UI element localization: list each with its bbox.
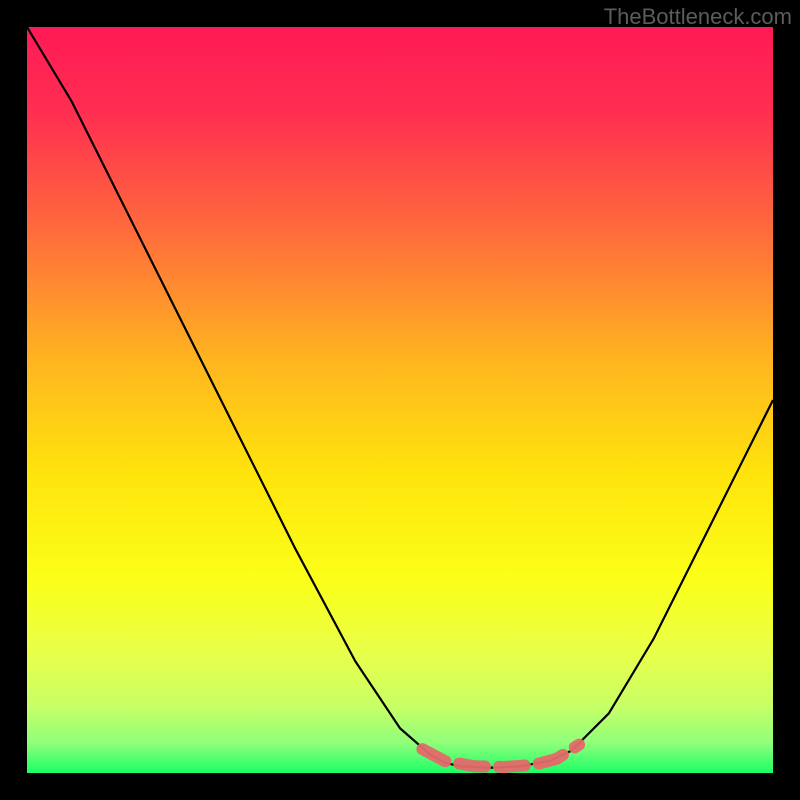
plot-area bbox=[27, 27, 773, 773]
bottleneck-curve bbox=[27, 27, 773, 768]
chart-frame: TheBottleneck.com bbox=[0, 0, 800, 800]
highlight-band bbox=[422, 745, 579, 767]
attribution-text: TheBottleneck.com bbox=[604, 4, 792, 30]
curve-layer bbox=[27, 27, 773, 773]
